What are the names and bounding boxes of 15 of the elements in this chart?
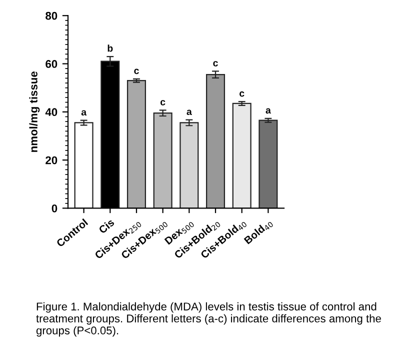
annotation: c [134, 68, 139, 74]
annotation: c [160, 100, 166, 106]
annotation: a [266, 108, 271, 114]
caption: Figure 1. Malondialdehyde (MDA) levels in testis tissue of control and treatment groups. Different letters (a-c) indicate differences among the groups (P<0.05). [36, 302, 381, 337]
annotation: b [108, 44, 113, 52]
annotation: c [240, 91, 244, 97]
y-tick-label: 20 [46, 156, 58, 164]
y-tick-label: 60 [46, 60, 58, 68]
annotation: a [81, 110, 87, 116]
annotation: a [186, 110, 192, 116]
y-tick-label: 80 [46, 12, 58, 20]
y-tick-label: 40 [45, 108, 58, 116]
y-tick-label: 0 [52, 204, 58, 212]
annotation: c [213, 61, 218, 66]
y-axis-title: nmol/mg tissue [29, 72, 40, 152]
